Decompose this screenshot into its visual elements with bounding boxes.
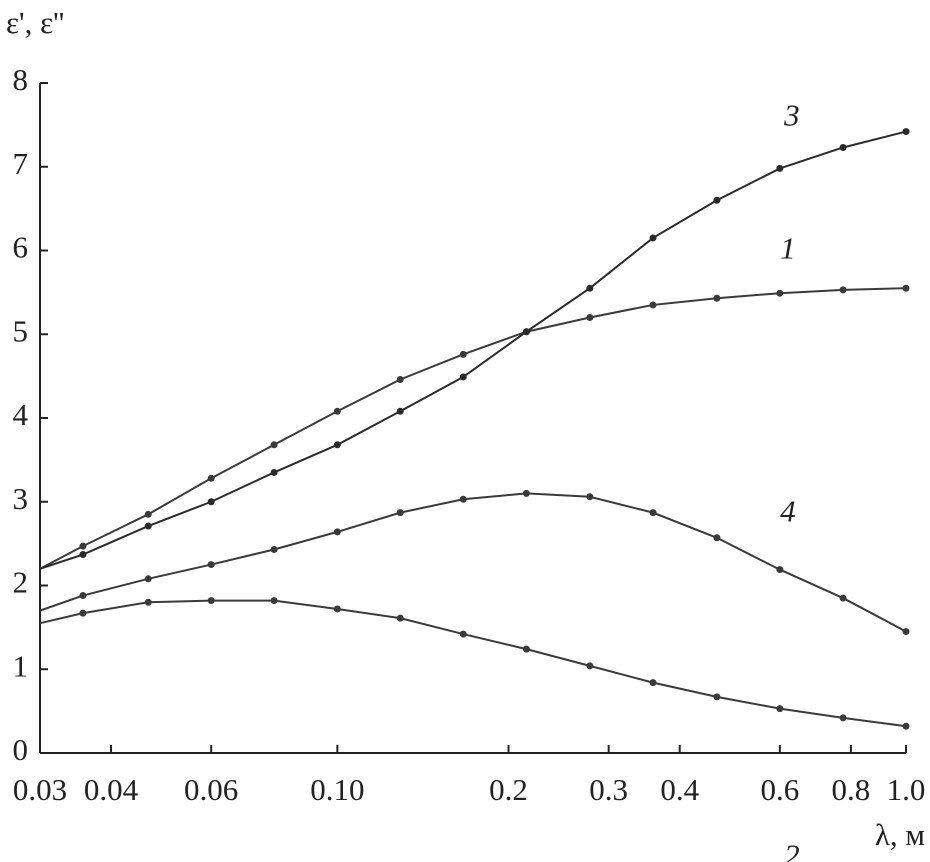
- y-tick-label: 5: [13, 313, 29, 348]
- y-tick-label: 6: [13, 230, 29, 265]
- data-point: [713, 294, 721, 302]
- data-point: [144, 510, 152, 518]
- y-tick-label: 4: [13, 397, 29, 432]
- data-point: [776, 164, 784, 172]
- x-tick-label: 0.3: [589, 772, 628, 807]
- data-point: [207, 474, 215, 482]
- data-point: [207, 498, 215, 506]
- data-point: [333, 407, 341, 415]
- data-point: [270, 597, 278, 605]
- series-line: [39, 599, 907, 728]
- y-tick-label: 7: [13, 146, 29, 181]
- data-point: [713, 196, 721, 204]
- data-point: [79, 592, 87, 600]
- series-label: 2: [784, 838, 800, 862]
- data-point: [79, 551, 87, 559]
- data-point: [396, 375, 404, 383]
- series-label: 1: [780, 230, 796, 265]
- x-tick-label: 0.6: [760, 772, 799, 807]
- data-point: [649, 509, 657, 517]
- x-tick-label: 0.04: [84, 772, 139, 807]
- y-axis-label: ε', ε'': [6, 5, 64, 40]
- y-tick-label: 3: [13, 481, 29, 516]
- x-tick-label: 0.2: [489, 772, 528, 807]
- data-point: [839, 594, 847, 602]
- data-point: [902, 284, 910, 292]
- data-point: [586, 662, 594, 670]
- x-tick-label: 0.03: [13, 772, 67, 807]
- x-tick-label: 0.4: [660, 772, 699, 807]
- series-label: 3: [783, 98, 800, 133]
- data-point: [713, 534, 721, 542]
- data-point: [144, 522, 152, 530]
- x-tick-label: 0.8: [832, 772, 871, 807]
- data-point: [522, 645, 530, 653]
- x-tick-label: 0.10: [310, 772, 364, 807]
- data-point: [79, 609, 87, 617]
- data-point: [649, 234, 657, 242]
- data-point: [776, 566, 784, 574]
- data-point: [459, 350, 467, 358]
- data-point: [79, 542, 87, 550]
- data-point: [586, 493, 594, 501]
- data-point: [839, 143, 847, 151]
- data-point: [144, 575, 152, 583]
- y-tick-label: 1: [13, 648, 29, 683]
- series-line: [39, 492, 907, 633]
- data-point: [333, 528, 341, 536]
- data-point: [839, 286, 847, 294]
- x-tick-label: 1.0: [887, 772, 926, 807]
- data-point: [586, 284, 594, 292]
- y-tick-label: 2: [13, 565, 29, 600]
- x-axis-label: λ, м: [875, 817, 925, 852]
- data-point: [776, 705, 784, 713]
- data-point: [396, 407, 404, 415]
- data-point: [207, 561, 215, 569]
- data-point: [649, 301, 657, 309]
- data-point: [333, 605, 341, 613]
- data-point: [522, 328, 530, 336]
- data-point: [333, 441, 341, 449]
- data-point: [144, 598, 152, 606]
- data-point: [902, 128, 910, 136]
- data-point: [207, 597, 215, 605]
- y-tick-label: 8: [13, 62, 29, 97]
- data-point: [902, 722, 910, 730]
- data-point: [459, 630, 467, 638]
- series-line: [39, 287, 907, 570]
- data-point: [649, 679, 657, 687]
- data-point: [902, 628, 910, 636]
- data-point: [270, 468, 278, 476]
- data-point: [839, 714, 847, 722]
- y-tick-label: 0: [13, 732, 29, 767]
- data-point: [396, 614, 404, 622]
- data-point: [459, 495, 467, 503]
- data-point: [396, 509, 404, 517]
- data-point: [713, 693, 721, 701]
- data-point: [270, 441, 278, 449]
- data-point: [776, 289, 784, 297]
- data-point: [522, 489, 530, 497]
- data-point: [270, 545, 278, 553]
- data-point: [459, 373, 467, 381]
- data-point: [586, 314, 594, 321]
- x-tick-label: 0.06: [184, 772, 238, 807]
- series-label: 4: [780, 494, 796, 529]
